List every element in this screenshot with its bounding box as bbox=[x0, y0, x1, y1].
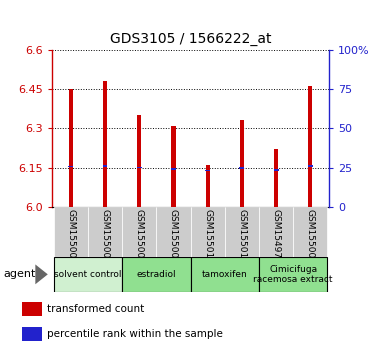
Text: percentile rank within the sample: percentile rank within the sample bbox=[47, 329, 223, 339]
Bar bbox=[69, 89, 73, 207]
Bar bbox=[191, 257, 259, 292]
Bar bbox=[137, 115, 141, 207]
Bar bbox=[259, 257, 328, 292]
Bar bbox=[156, 207, 191, 257]
Text: GSM155013: GSM155013 bbox=[238, 209, 246, 264]
Title: GDS3105 / 1566222_at: GDS3105 / 1566222_at bbox=[110, 32, 271, 46]
Bar bbox=[88, 207, 122, 257]
Text: transformed count: transformed count bbox=[47, 304, 144, 314]
Text: GSM155008: GSM155008 bbox=[135, 209, 144, 264]
Bar bbox=[206, 165, 210, 207]
Text: Cimicifuga
racemosa extract: Cimicifuga racemosa extract bbox=[253, 265, 333, 284]
Bar bbox=[102, 165, 107, 167]
Bar bbox=[122, 257, 191, 292]
Bar bbox=[137, 167, 142, 169]
Text: GSM155007: GSM155007 bbox=[100, 209, 109, 264]
Bar bbox=[22, 302, 42, 316]
Bar bbox=[293, 207, 328, 257]
Text: solvent control: solvent control bbox=[54, 270, 122, 279]
Bar bbox=[54, 257, 122, 292]
Bar bbox=[22, 327, 42, 341]
Bar bbox=[54, 207, 88, 257]
Bar bbox=[308, 86, 312, 207]
Text: GSM155005: GSM155005 bbox=[306, 209, 315, 264]
Bar bbox=[259, 207, 293, 257]
Bar bbox=[171, 168, 176, 170]
Text: estradiol: estradiol bbox=[137, 270, 176, 279]
Text: tamoxifen: tamoxifen bbox=[202, 270, 248, 279]
Bar bbox=[103, 81, 107, 207]
Text: agent: agent bbox=[4, 269, 36, 279]
Text: GSM155006: GSM155006 bbox=[66, 209, 75, 264]
Text: GSM155012: GSM155012 bbox=[203, 209, 212, 263]
Bar bbox=[274, 169, 279, 171]
Bar bbox=[122, 207, 156, 257]
Bar bbox=[205, 170, 210, 171]
Text: GSM155009: GSM155009 bbox=[169, 209, 178, 264]
Bar bbox=[239, 167, 244, 169]
Bar bbox=[171, 126, 176, 207]
Bar bbox=[308, 165, 313, 167]
Bar bbox=[191, 207, 225, 257]
Polygon shape bbox=[35, 264, 48, 284]
Bar bbox=[240, 120, 244, 207]
Text: GSM154972: GSM154972 bbox=[272, 209, 281, 263]
Bar bbox=[69, 166, 73, 167]
Bar bbox=[225, 207, 259, 257]
Bar bbox=[274, 149, 278, 207]
